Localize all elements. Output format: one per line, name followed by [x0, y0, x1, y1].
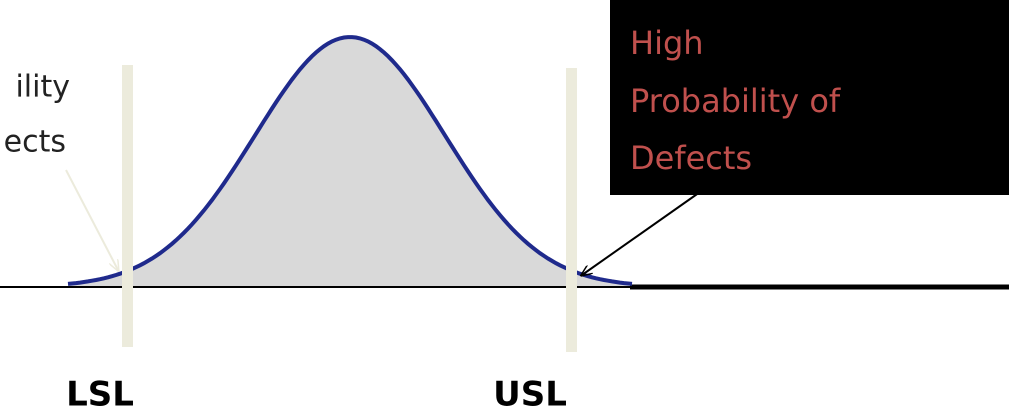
usl-label: USL [493, 375, 567, 415]
curve-fill [68, 37, 632, 287]
arrow [65, 169, 118, 270]
arrow [582, 191, 701, 275]
callout-text: Defects [630, 139, 752, 177]
callout-text: High [630, 24, 704, 62]
usl-bar [566, 68, 577, 352]
callout-text: Probability of [630, 82, 841, 120]
callout-box [610, 0, 1009, 195]
lsl-label: LSL [66, 375, 134, 415]
lsl-bar [122, 65, 133, 347]
bell-curve [67, 35, 633, 286]
side-text: ility [15, 70, 70, 105]
side-text: ects [4, 125, 66, 160]
